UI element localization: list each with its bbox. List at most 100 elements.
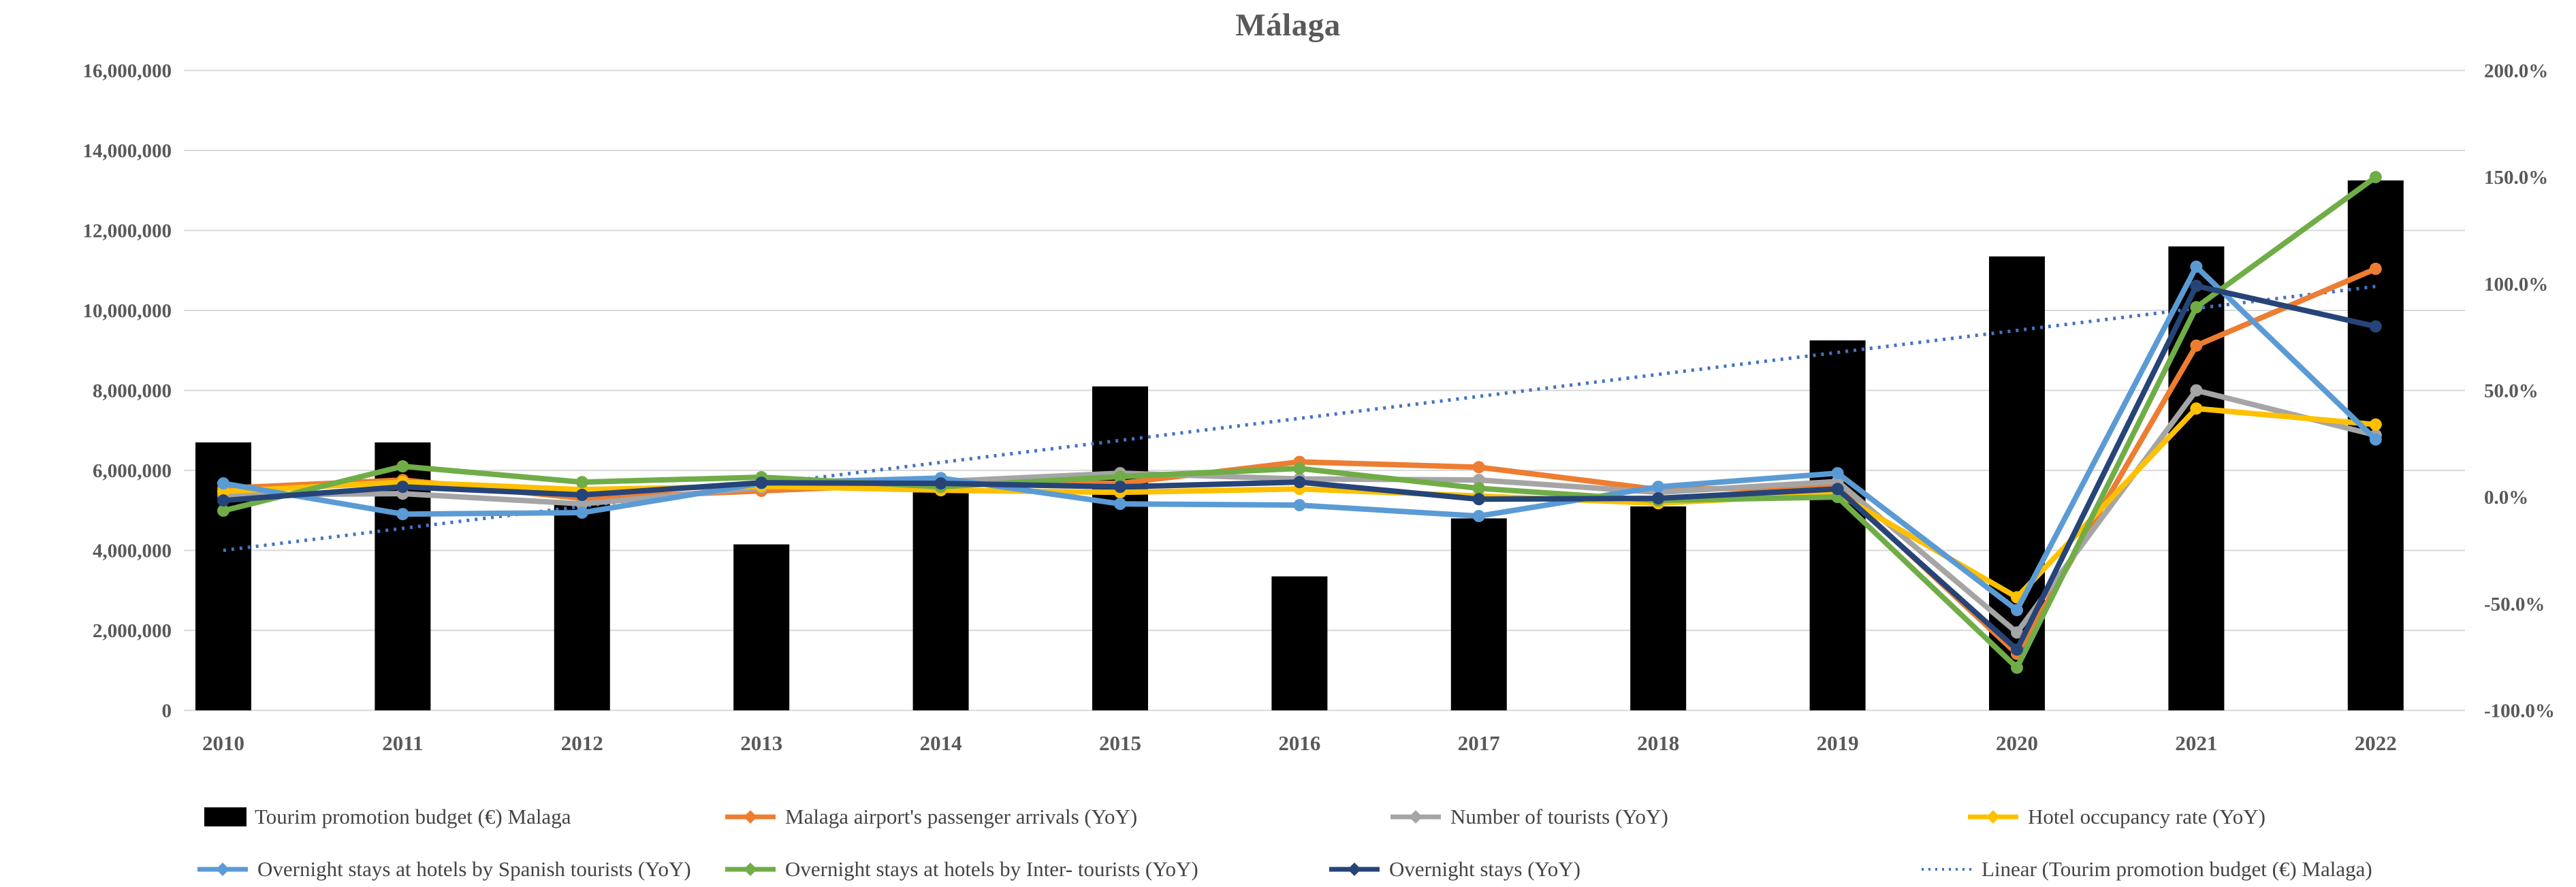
x-axis-year-label: 2010	[202, 731, 244, 755]
left-axis-tick-label: 12,000,000	[83, 221, 172, 242]
bar-2013[interactable]	[733, 544, 790, 711]
legend-item-malaga-airport-s-passenger-arrivals-yoy[interactable]: Malaga airport's passenger arrivals (YoY…	[724, 805, 1137, 829]
x-axis-year-label: 2020	[1996, 731, 2038, 755]
x-axis-year-label: 2022	[2355, 731, 2397, 755]
data-point-overnight-stays-at-hotels-by-inter-tourists-yoy	[1472, 482, 1485, 495]
left-axis-tick-label: 10,000,000	[83, 300, 172, 322]
data-point-overnight-stays-at-hotels-by-inter-tourists-yoy	[1293, 462, 1306, 475]
left-axis-tick-label: 4,000,000	[93, 541, 172, 562]
x-axis-year-label: 2011	[382, 731, 423, 755]
bar-2015[interactable]	[1092, 386, 1148, 711]
right-axis-tick-label: 0.0%	[2484, 487, 2528, 509]
legend-line-swatch	[1329, 862, 1380, 876]
right-axis-tick-label: 50.0%	[2484, 381, 2539, 402]
legend-label: Malaga airport's passenger arrivals (YoY…	[785, 805, 1138, 828]
x-axis-year-label: 2015	[1099, 731, 1141, 755]
legend-line-swatch	[197, 862, 248, 876]
legend-label: Number of tourists (YoY)	[1450, 805, 1668, 828]
data-point-overnight-stays-at-hotels-by-inter-tourists-yoy	[2011, 661, 2023, 674]
legend-label: Linear (Tourim promotion budget (€) Mala…	[1982, 857, 2372, 881]
left-axis-tick-label: 16,000,000	[83, 61, 172, 82]
data-point-overnight-stays-at-hotels-by-spanish-tourists-yoy	[575, 506, 588, 519]
data-point-overnight-stays-yoy	[1293, 476, 1306, 489]
data-point-malaga-airport-s-passenger-arrivals-yoy	[2190, 339, 2203, 352]
legend-label: Hotel occupancy rate (YoY)	[2028, 805, 2265, 828]
data-point-overnight-stays-at-hotels-by-spanish-tourists-yoy	[2011, 604, 2023, 617]
data-point-malaga-airport-s-passenger-arrivals-yoy	[1472, 461, 1485, 474]
data-point-overnight-stays-at-hotels-by-inter-tourists-yoy	[2190, 301, 2203, 314]
legend-item-overnight-stays-at-hotels-by-spanish-tourists-yoy[interactable]: Overnight stays at hotels by Spanish tou…	[196, 857, 691, 882]
bar-2012[interactable]	[554, 502, 610, 711]
data-point-overnight-stays-at-hotels-by-inter-tourists-yoy	[1114, 470, 1126, 483]
legend-item-tourim-promotion-budget-malaga[interactable]: Tourim promotion budget (€) Malaga	[204, 805, 571, 829]
legend-item-linear-tourim-promotion-budget-malaga[interactable]: Linear (Tourim promotion budget (€) Mala…	[1920, 857, 2372, 882]
bar-2019[interactable]	[1809, 340, 1866, 711]
data-point-overnight-stays-yoy	[1831, 483, 1844, 496]
data-point-number-of-tourists-yoy	[575, 498, 588, 511]
x-axis-year-label: 2012	[561, 731, 603, 755]
chart-title: Málaga	[1235, 7, 1341, 43]
data-point-number-of-tourists-yoy	[2190, 384, 2203, 397]
legend-item-overnight-stays-at-hotels-by-inter-tourists-yoy[interactable]: Overnight stays at hotels by Inter- tour…	[724, 857, 1198, 882]
data-point-overnight-stays-at-hotels-by-spanish-tourists-yoy	[1472, 510, 1485, 523]
data-point-overnight-stays-at-hotels-by-inter-tourists-yoy	[575, 476, 588, 489]
data-point-overnight-stays-yoy	[575, 489, 588, 502]
legend-dotted-line-swatch	[1922, 868, 1972, 871]
legend-line-swatch	[1968, 810, 2018, 824]
data-point-hotel-occupancy-rate-yoy	[2369, 418, 2382, 431]
data-point-overnight-stays-at-hotels-by-spanish-tourists-yoy	[217, 477, 229, 490]
legend-bar-swatch	[204, 807, 247, 826]
data-point-overnight-stays-yoy	[2190, 279, 2203, 292]
data-point-hotel-occupancy-rate-yoy	[2190, 402, 2203, 415]
bar-2014[interactable]	[912, 492, 969, 711]
data-point-overnight-stays-at-hotels-by-spanish-tourists-yoy	[2369, 433, 2382, 446]
data-point-overnight-stays-yoy	[396, 481, 409, 494]
data-point-malaga-airport-s-passenger-arrivals-yoy	[2369, 262, 2382, 275]
legend-label: Tourim promotion budget (€) Malaga	[255, 805, 571, 828]
right-axis-tick-label: 150.0%	[2484, 167, 2548, 189]
bar-2017[interactable]	[1450, 518, 1507, 711]
left-axis-tick-label: 8,000,000	[93, 381, 172, 402]
data-point-overnight-stays-yoy	[1114, 481, 1126, 494]
data-point-overnight-stays-at-hotels-by-spanish-tourists-yoy	[1293, 499, 1306, 512]
data-point-overnight-stays-yoy	[2011, 643, 2023, 656]
right-axis-tick-label: -50.0%	[2484, 594, 2545, 615]
data-point-overnight-stays-at-hotels-by-spanish-tourists-yoy	[1831, 467, 1844, 480]
data-point-overnight-stays-at-hotels-by-inter-tourists-yoy	[217, 504, 229, 517]
left-axis-tick-label: 0	[162, 700, 172, 722]
data-point-overnight-stays-at-hotels-by-spanish-tourists-yoy	[1652, 481, 1665, 494]
data-point-overnight-stays-at-hotels-by-spanish-tourists-yoy	[2190, 260, 2203, 273]
legend-line-swatch	[725, 810, 776, 824]
bar-2016[interactable]	[1271, 576, 1328, 711]
x-axis-year-label: 2014	[920, 731, 962, 755]
data-point-overnight-stays-at-hotels-by-spanish-tourists-yoy	[1114, 498, 1126, 511]
bar-2018[interactable]	[1630, 506, 1687, 711]
left-axis-tick-label: 14,000,000	[83, 140, 172, 162]
data-point-overnight-stays-at-hotels-by-inter-tourists-yoy	[396, 460, 409, 473]
right-axis-tick-label: -100.0%	[2484, 700, 2555, 722]
x-axis-year-label: 2021	[2175, 731, 2217, 755]
legend-label: Overnight stays (YoY)	[1389, 857, 1581, 881]
x-axis-year-label: 2018	[1637, 731, 1679, 755]
right-axis-tick-label: 100.0%	[2484, 274, 2548, 295]
data-point-overnight-stays-at-hotels-by-spanish-tourists-yoy	[396, 508, 409, 521]
data-point-overnight-stays-yoy	[2369, 320, 2382, 333]
legend-item-overnight-stays-yoy[interactable]: Overnight stays (YoY)	[1328, 857, 1580, 882]
right-axis-tick-label: 200.0%	[2484, 61, 2548, 82]
data-point-number-of-tourists-yoy	[2011, 626, 2023, 639]
legend-item-hotel-occupancy-rate-yoy[interactable]: Hotel occupancy rate (YoY)	[1967, 805, 2265, 829]
x-axis-year-label: 2016	[1278, 731, 1320, 755]
x-axis-year-label: 2013	[740, 731, 782, 755]
data-point-overnight-stays-yoy	[755, 477, 768, 489]
data-point-overnight-stays-at-hotels-by-inter-tourists-yoy	[2369, 171, 2382, 184]
data-point-overnight-stays-yoy	[934, 477, 947, 490]
data-point-overnight-stays-yoy	[1472, 493, 1485, 506]
legend-item-number-of-tourists-yoy[interactable]: Number of tourists (YoY)	[1389, 805, 1668, 829]
x-axis-year-label: 2019	[1817, 731, 1859, 755]
legend-label: Overnight stays at hotels by Spanish tou…	[257, 857, 691, 881]
left-axis-tick-label: 6,000,000	[93, 460, 172, 482]
data-point-overnight-stays-yoy	[217, 494, 229, 507]
